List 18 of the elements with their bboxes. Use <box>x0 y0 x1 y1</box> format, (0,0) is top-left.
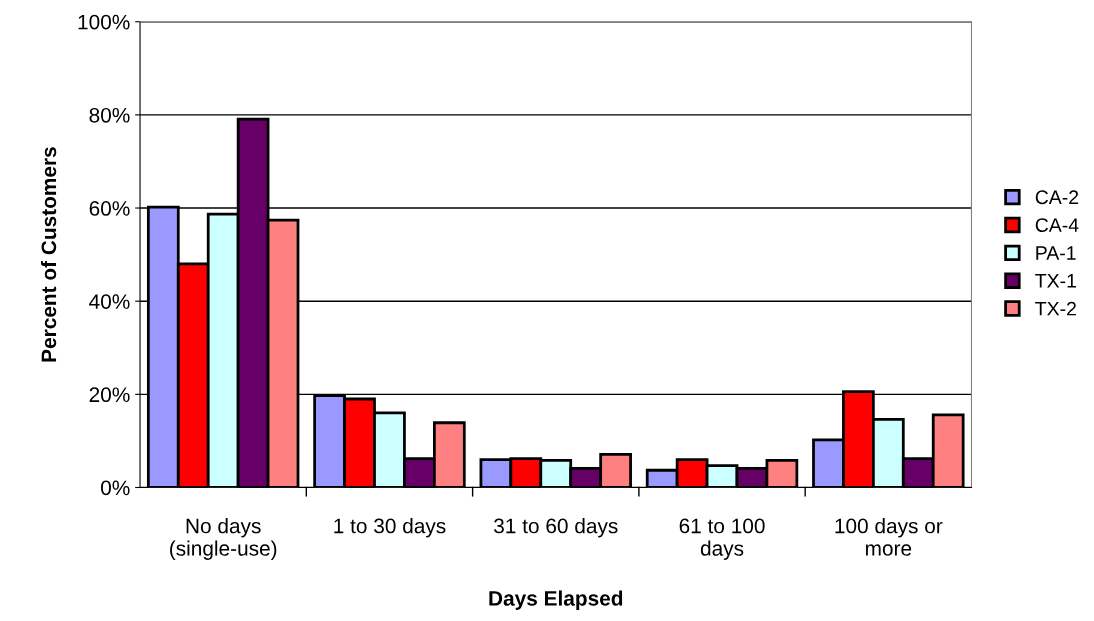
legend-label: CA-4 <box>1035 218 1079 232</box>
y-tick-label: 100% <box>78 14 130 30</box>
x-tick-label: 100 days or more <box>835 518 943 556</box>
x-tick-label: 31 to 60 days <box>494 518 618 538</box>
y-tick-label: 20% <box>89 387 130 403</box>
x-tick-label: No days (single-use) <box>170 518 277 560</box>
legend-label: TX-2 <box>1035 301 1076 316</box>
legend-label: PA-1 <box>1036 246 1076 260</box>
legend-label: TX-1 <box>1035 274 1076 288</box>
y-axis-title: Percent of Customers <box>40 147 57 362</box>
y-tick-label: 80% <box>89 107 130 123</box>
y-tick-label: 40% <box>89 294 130 309</box>
legend-label: CA-2 <box>1035 190 1079 205</box>
y-tick-label: 0% <box>101 480 130 496</box>
x-axis-title: Days Elapsed <box>489 590 623 610</box>
x-tick-label: 1 to 30 days <box>334 518 446 538</box>
x-tick-label: 61 to 100 days <box>679 518 765 560</box>
y-tick-label: 60% <box>89 201 130 216</box>
